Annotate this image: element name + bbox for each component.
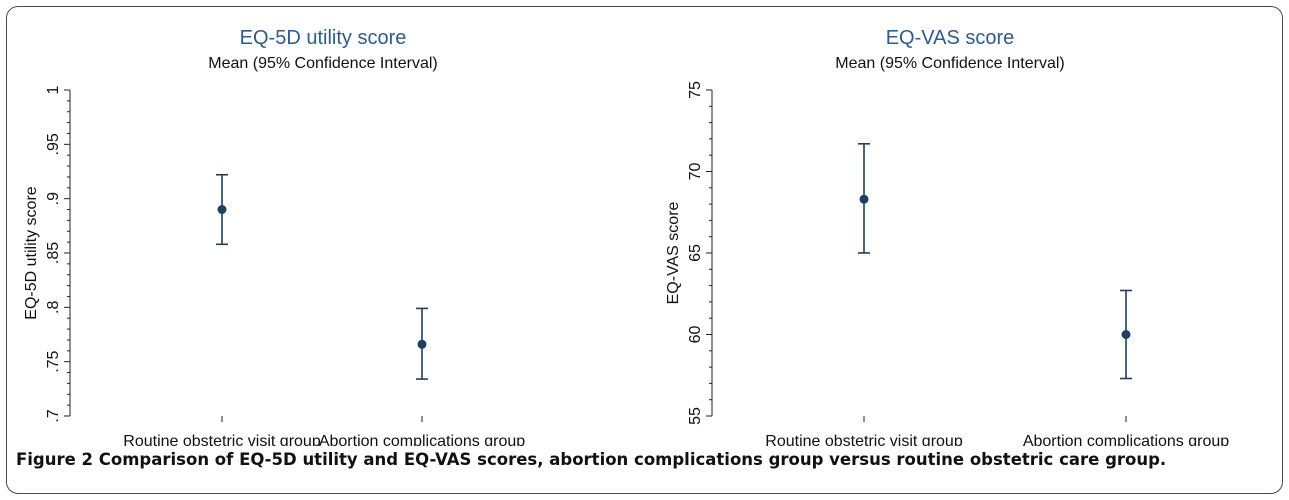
y-tick-label: 75: [687, 81, 704, 99]
mean-point: [859, 194, 869, 204]
y-tick-label: .75: [45, 350, 62, 372]
eq5d-utility-chart: EQ-5D utility score Mean (95% Confidence …: [23, 27, 525, 446]
figure-caption: Figure 2 Comparison of EQ-5D utility and…: [16, 450, 1167, 469]
y-tick-label: .7: [45, 409, 62, 422]
y-axis-label: EQ-VAS score: [665, 201, 682, 304]
eqvas-chart: EQ-VAS score Mean (95% Confidence Interva…: [665, 27, 1229, 446]
mean-point: [1121, 330, 1131, 339]
y-tick-label: .8: [45, 301, 62, 314]
x-tick-label: Abortion complications group: [1023, 433, 1229, 446]
y-tick-label: 1: [45, 85, 62, 94]
mean-point: [417, 339, 427, 349]
y-tick-label: .9: [45, 192, 62, 205]
chart-subtitle: Mean (95% Confidence Interval): [208, 55, 437, 72]
y-tick-label: .95: [45, 133, 62, 155]
y-tick-label: 60: [687, 326, 704, 344]
y-tick-label: .85: [45, 242, 62, 264]
x-tick-label: Abortion complications group: [319, 433, 525, 446]
y-tick-label: 55: [687, 407, 704, 425]
x-tick-label: Routine obstetric visit group: [765, 433, 963, 446]
y-tick-label: 70: [687, 163, 704, 181]
chart-title: EQ-5D utility score: [240, 27, 407, 49]
x-tick-label: Routine obstetric visit group: [123, 433, 321, 446]
y-tick-label: 65: [687, 244, 704, 262]
mean-point: [217, 205, 227, 215]
y-axis-label: EQ-5D utility score: [23, 186, 40, 319]
figure-frame: [6, 6, 1283, 494]
chart-subtitle: Mean (95% Confidence Interval): [835, 55, 1064, 72]
chart-title: EQ-VAS score: [886, 27, 1015, 49]
